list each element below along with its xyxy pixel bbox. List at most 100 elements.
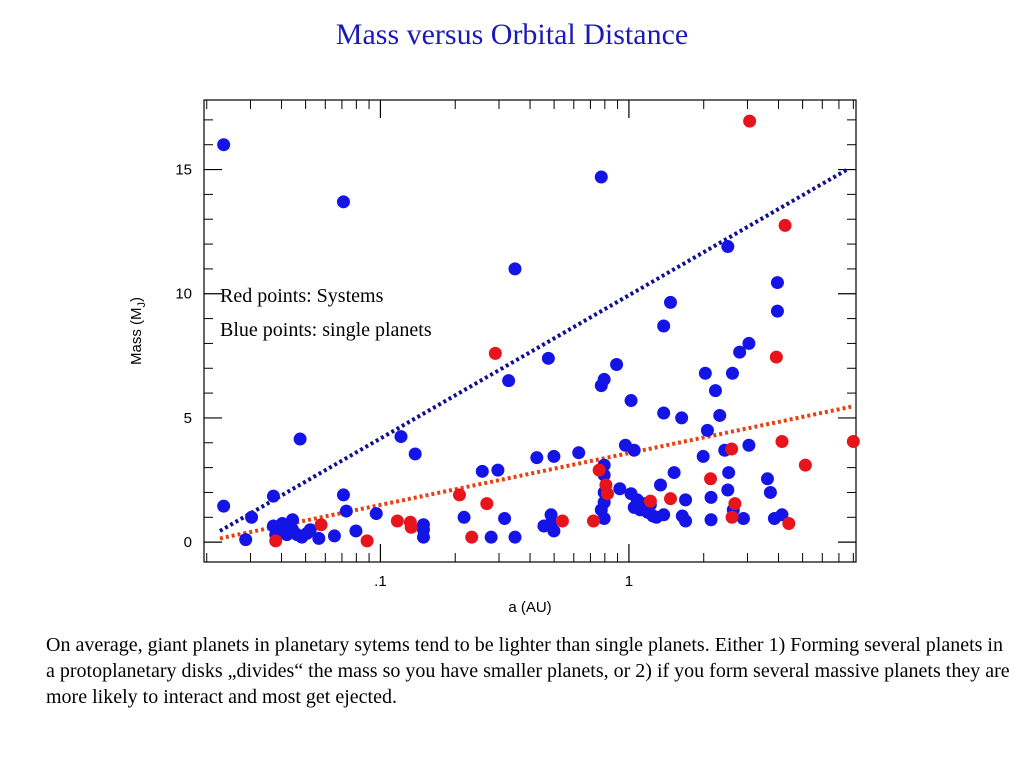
single-planet-point [760, 472, 774, 486]
single-planet-point [597, 372, 611, 386]
single-planet-point [700, 423, 714, 437]
systems-planet-point [728, 497, 742, 511]
single-planet-point [327, 529, 341, 543]
y-tick-label: 0 [184, 534, 192, 551]
systems-planet-point [360, 534, 374, 548]
single-planet-point [725, 366, 739, 380]
systems-planet-point [846, 435, 860, 449]
major-ticks [204, 100, 856, 562]
x-tick-label: .1 [374, 573, 387, 590]
single-planet-point [610, 358, 624, 372]
single-planet-point [675, 411, 689, 425]
systems-planet-point [555, 514, 569, 528]
single-planet-point [416, 530, 430, 544]
single-planet-point [667, 466, 681, 480]
single-planet-point [266, 489, 280, 503]
systems-planet-point [601, 487, 615, 501]
systems-planet-point [488, 346, 502, 360]
single-planet-point [312, 531, 326, 545]
systems-planet-point [452, 488, 466, 502]
systems-planet-point [643, 494, 657, 508]
single-planet-point [275, 517, 289, 530]
systems-planet-point [704, 472, 718, 486]
single-planet-point [742, 438, 756, 452]
single-planet-point [572, 446, 586, 460]
y-axis-label: Mass (MJ) [128, 297, 148, 365]
systems-planet-point [769, 350, 783, 364]
single-planet-point [475, 464, 489, 478]
annotation-systems: Red points: Systems [220, 285, 384, 307]
systems-planet-point [775, 435, 789, 449]
single-planet-point [654, 478, 668, 492]
single-planet-point [239, 533, 253, 547]
minor-ticks [204, 100, 856, 562]
systems-planet-point [480, 497, 494, 511]
single-planet-point [733, 345, 747, 359]
systems-fit-trend-line [219, 404, 852, 541]
svg-text:Mass (MJ): Mass (MJ) [128, 297, 148, 365]
single-planet-point [704, 490, 718, 504]
single-planet-point [663, 295, 677, 309]
single-planet-point [339, 504, 353, 518]
single-planet-point [657, 406, 671, 420]
single-planet-point [498, 512, 512, 526]
systems-planet-point [592, 463, 606, 477]
single-planet-point [713, 408, 727, 422]
single-planet-point [594, 503, 608, 517]
single-planet-point [721, 483, 735, 497]
single-planet-point [722, 466, 736, 480]
single-planet-point [336, 195, 350, 209]
single-planet-point [696, 449, 710, 463]
single-planet-point [547, 449, 561, 463]
single-planet-point [594, 170, 608, 184]
single-planet-point [293, 432, 307, 446]
single-planet-point [369, 507, 383, 521]
systems-planet-point [404, 520, 418, 534]
single-planet-point [657, 508, 671, 522]
single-planet-point [704, 513, 718, 527]
single-planet-point [286, 513, 300, 527]
page-title: Mass versus Orbital Distance [335, 18, 689, 51]
single-fit-trend-line [218, 167, 849, 533]
single-planet-point [336, 488, 350, 502]
single-planet-point [679, 493, 693, 507]
single-planet-point [742, 336, 756, 350]
single-planet-point [484, 530, 498, 544]
systems-planet-point [782, 517, 796, 530]
systems-planet-point [663, 492, 677, 506]
caption-text: On average, giant planets in planetary s… [46, 634, 1010, 708]
fit-lines [218, 167, 852, 541]
single-planet-point [775, 508, 789, 522]
single-planet-point [408, 447, 422, 461]
y-tick-label: 10 [175, 286, 192, 303]
single-planet-point [217, 499, 231, 513]
x-tick-label: 1 [625, 573, 633, 590]
single-planet-point [394, 430, 408, 444]
y-tick-label: 15 [175, 162, 192, 179]
systems-planet-point [390, 514, 404, 528]
y-axis-label-close: ) [128, 297, 145, 302]
systems-planet-point [798, 458, 812, 472]
tick-labels: 0 5 10 15 .1 1 [175, 162, 633, 590]
single-planet-point [721, 240, 735, 254]
single-planet-point [491, 463, 505, 477]
single-planet-point [544, 517, 558, 530]
systems-planet-point [725, 510, 739, 524]
single-planet-point [217, 138, 231, 152]
single-planet-point [770, 304, 784, 318]
systems-planet-point [314, 518, 328, 532]
x-axis-label: a (AU) [508, 599, 551, 616]
systems-planet-point [586, 514, 600, 528]
single-planet-point [736, 512, 750, 526]
systems-planet-point [465, 530, 479, 544]
single-planet-point [508, 530, 522, 544]
single-planet-point [763, 485, 777, 499]
single-planet-point [502, 374, 516, 388]
scatter-chart: 0 5 10 15 .1 1 a (AU) Mass (MJ) Red points: S… [128, 99, 860, 616]
single-planet-point [657, 319, 671, 333]
single-planet-point [508, 262, 522, 276]
data-points [217, 114, 860, 548]
systems-planet-point [725, 442, 739, 456]
single-planet-point [613, 482, 627, 496]
single-planet-point [624, 394, 638, 408]
